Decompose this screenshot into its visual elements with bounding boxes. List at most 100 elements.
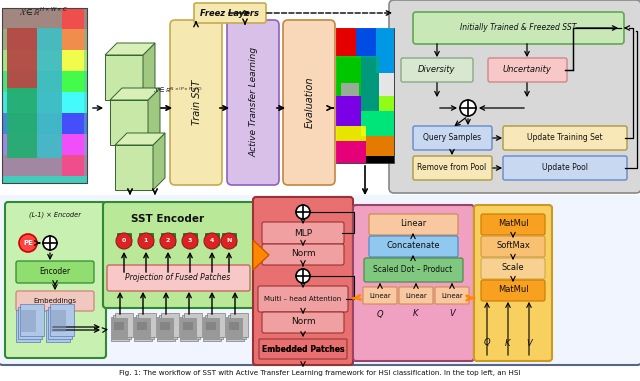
Bar <box>161 233 175 245</box>
Bar <box>227 318 243 340</box>
Circle shape <box>296 269 310 283</box>
Text: Linear: Linear <box>369 293 391 298</box>
Bar <box>0 0 640 195</box>
FancyBboxPatch shape <box>474 205 552 361</box>
Bar <box>50 304 74 336</box>
Polygon shape <box>115 145 153 190</box>
Bar <box>206 322 216 330</box>
Text: 2: 2 <box>166 239 170 243</box>
Bar <box>161 313 179 337</box>
Text: 3: 3 <box>188 239 192 243</box>
Bar <box>2 113 87 134</box>
FancyBboxPatch shape <box>389 0 640 193</box>
Bar <box>18 307 42 339</box>
Bar <box>46 310 70 342</box>
FancyBboxPatch shape <box>363 287 397 304</box>
Circle shape <box>43 236 57 250</box>
Bar <box>2 8 87 29</box>
Text: SST Encoder: SST Encoder <box>131 214 205 224</box>
Circle shape <box>160 233 176 249</box>
Text: Update Pool: Update Pool <box>542 163 588 173</box>
Bar <box>184 313 202 337</box>
Bar <box>160 322 170 330</box>
FancyBboxPatch shape <box>481 258 545 279</box>
Text: Linear: Linear <box>441 293 463 298</box>
Bar <box>226 317 244 341</box>
FancyBboxPatch shape <box>170 20 222 185</box>
Bar <box>2 50 87 71</box>
Bar <box>158 318 174 340</box>
Bar <box>229 322 239 330</box>
Bar <box>356 28 376 58</box>
Text: Multi – head Attention: Multi – head Attention <box>264 296 342 302</box>
Polygon shape <box>143 43 155 100</box>
Bar <box>336 96 361 126</box>
Text: PE: PE <box>23 240 33 246</box>
Text: $\mathcal{X}\in\mathbb{R}^{H\times W\times C}$: $\mathcal{X}\in\mathbb{R}^{H\times W\tim… <box>19 5 67 17</box>
Bar <box>62 8 84 29</box>
Bar <box>114 322 124 330</box>
Text: Query Samples: Query Samples <box>423 133 481 142</box>
Bar <box>62 29 84 50</box>
Bar <box>2 29 87 50</box>
Text: 4: 4 <box>210 239 214 243</box>
Polygon shape <box>110 100 148 145</box>
FancyBboxPatch shape <box>488 58 567 82</box>
Bar <box>7 28 37 88</box>
Bar <box>7 28 62 158</box>
Bar <box>2 155 87 176</box>
FancyBboxPatch shape <box>16 291 94 311</box>
Text: Concatenate: Concatenate <box>386 242 440 250</box>
Bar <box>159 315 177 339</box>
Bar <box>336 28 394 163</box>
Bar <box>203 317 221 341</box>
Bar <box>2 8 87 183</box>
Polygon shape <box>115 133 165 145</box>
Text: Freez Layers: Freez Layers <box>200 10 259 19</box>
Bar <box>205 315 223 339</box>
Text: (L-1) × Encoder: (L-1) × Encoder <box>29 212 81 218</box>
Text: 0: 0 <box>122 239 126 243</box>
Bar <box>2 8 87 183</box>
Text: N: N <box>227 239 232 243</box>
Circle shape <box>204 233 220 249</box>
Bar <box>16 310 40 342</box>
FancyBboxPatch shape <box>194 3 266 23</box>
Text: Linear: Linear <box>405 293 427 298</box>
Text: Embedded Patches: Embedded Patches <box>262 344 344 354</box>
FancyBboxPatch shape <box>353 205 474 361</box>
Bar <box>37 28 62 158</box>
Text: Uncertanity: Uncertanity <box>502 66 552 75</box>
FancyBboxPatch shape <box>401 58 473 82</box>
Text: MatMul: MatMul <box>498 219 528 229</box>
Bar <box>112 318 128 340</box>
Circle shape <box>182 233 198 249</box>
FancyBboxPatch shape <box>369 236 458 257</box>
Bar <box>341 83 359 96</box>
Text: Encoder: Encoder <box>40 267 70 277</box>
Bar <box>361 56 379 111</box>
Text: Q: Q <box>377 309 383 319</box>
Text: Initially Trained & Freezed SST: Initially Trained & Freezed SST <box>460 24 576 32</box>
Bar <box>230 313 248 337</box>
Bar <box>115 313 133 337</box>
FancyBboxPatch shape <box>413 156 492 180</box>
Text: Evaluation: Evaluation <box>305 76 315 128</box>
Text: Train SST: Train SST <box>192 79 202 125</box>
Text: Q: Q <box>484 338 490 347</box>
FancyBboxPatch shape <box>103 202 254 308</box>
Bar <box>182 315 200 339</box>
Text: Active Transfer Learning: Active Transfer Learning <box>250 47 259 157</box>
Bar <box>113 315 131 339</box>
Circle shape <box>116 233 132 249</box>
Bar <box>137 322 147 330</box>
Text: Scaled Dot – Product: Scaled Dot – Product <box>373 266 452 274</box>
Text: V: V <box>526 338 532 347</box>
Bar <box>376 28 394 73</box>
Bar <box>2 71 87 92</box>
Text: MLP: MLP <box>294 229 312 237</box>
FancyBboxPatch shape <box>413 12 624 44</box>
Bar <box>62 113 84 134</box>
Text: Norm: Norm <box>291 317 316 327</box>
Bar <box>222 233 236 245</box>
